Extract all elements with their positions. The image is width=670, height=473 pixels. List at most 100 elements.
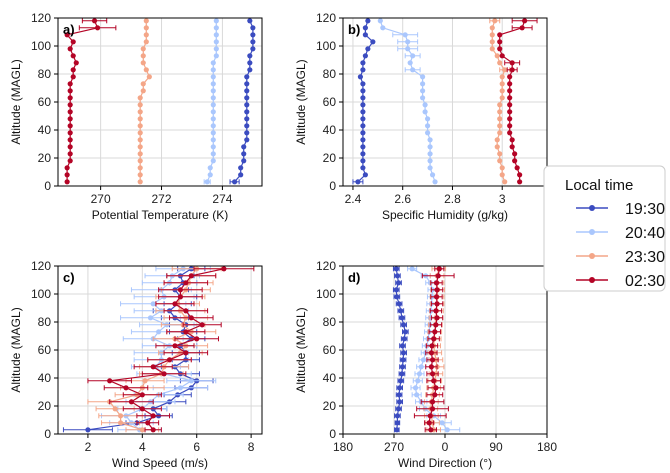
data-point <box>396 301 402 307</box>
y-axis-label: Altitude (MAGL) <box>9 307 23 392</box>
data-point <box>428 427 434 433</box>
data-point <box>360 165 366 171</box>
data-point <box>137 102 143 108</box>
series-19:30 <box>229 18 256 185</box>
data-point <box>507 123 513 129</box>
legend-label-19:30: 19:30 <box>625 201 665 218</box>
data-point <box>402 329 408 335</box>
data-point <box>250 39 256 45</box>
data-point <box>150 364 156 370</box>
data-point <box>394 427 400 433</box>
x-axis-label: Wind Direction (°) <box>398 456 492 470</box>
data-point <box>250 25 256 31</box>
data-point <box>244 74 250 80</box>
panel-label: b) <box>348 22 360 37</box>
data-point <box>435 273 441 279</box>
data-point <box>497 116 503 122</box>
data-point <box>394 294 400 300</box>
data-point <box>497 151 503 157</box>
data-point <box>393 266 399 272</box>
data-point <box>137 172 143 178</box>
data-point <box>426 420 432 426</box>
data-point <box>137 144 143 150</box>
data-point <box>210 116 216 122</box>
data-point <box>360 81 366 87</box>
data-point <box>161 371 167 377</box>
data-point <box>231 179 238 185</box>
data-point <box>502 179 508 185</box>
data-point <box>489 25 495 31</box>
data-point <box>424 130 431 136</box>
data-point <box>112 406 118 412</box>
data-point <box>414 392 420 398</box>
data-point <box>137 151 143 157</box>
data-point <box>143 25 149 31</box>
x-tick-label: 2.6 <box>394 192 411 206</box>
data-point <box>73 60 79 66</box>
data-point <box>67 95 73 101</box>
data-point <box>380 25 386 31</box>
legend: Local time 19:30 20:40 23:30 02:30 <box>543 165 666 292</box>
y-tick-label: 40 <box>38 123 52 137</box>
data-point <box>244 109 250 115</box>
x-tick-label: 4 <box>139 440 146 454</box>
data-point <box>507 116 513 122</box>
data-point <box>360 116 366 122</box>
data-point <box>70 74 76 80</box>
data-point <box>416 371 423 377</box>
data-point <box>137 165 143 171</box>
data-point <box>434 301 440 307</box>
data-point <box>213 32 219 38</box>
data-point <box>415 378 421 384</box>
data-point <box>213 39 219 45</box>
data-point <box>396 392 402 398</box>
data-point <box>360 102 366 108</box>
y-tick-label: 60 <box>323 95 337 109</box>
data-point <box>67 116 73 122</box>
data-point <box>360 144 366 150</box>
data-point <box>128 399 135 405</box>
data-point <box>140 81 146 87</box>
legend-entry: 02:30 <box>576 273 665 290</box>
data-point <box>183 308 189 314</box>
y-tick-label: 0 <box>44 179 51 193</box>
data-point <box>244 81 250 87</box>
data-point <box>362 53 368 59</box>
data-point <box>355 179 361 185</box>
data-point <box>137 95 143 101</box>
y-tick-label: 0 <box>329 427 336 441</box>
data-point <box>429 172 436 178</box>
data-point <box>420 81 426 87</box>
data-point <box>489 32 495 38</box>
legend-entry: 23:30 <box>576 249 665 266</box>
data-point <box>394 273 400 279</box>
data-point <box>357 74 364 80</box>
data-point <box>67 158 73 164</box>
data-point <box>427 137 433 143</box>
data-point <box>422 109 428 115</box>
data-point <box>117 420 124 426</box>
data-point <box>360 88 366 94</box>
data-point <box>247 18 253 24</box>
data-point <box>213 53 219 59</box>
data-point <box>399 315 405 321</box>
data-point <box>433 280 440 286</box>
data-point <box>210 144 216 150</box>
y-tick-label: 100 <box>316 287 336 301</box>
legend-label-23:30: 23:30 <box>625 249 665 266</box>
data-point <box>401 322 407 328</box>
data-point <box>399 343 406 349</box>
data-point <box>509 60 515 66</box>
data-point <box>436 266 442 272</box>
series-02:30 <box>87 266 255 433</box>
series-02:30 <box>497 18 538 185</box>
data-point <box>434 287 440 293</box>
series-20:40 <box>203 18 219 185</box>
data-point <box>360 130 366 136</box>
x-axis-label: Wind Speed (m/s) <box>112 456 208 470</box>
data-point <box>499 81 505 87</box>
data-point <box>64 32 70 38</box>
data-point <box>522 18 528 24</box>
series-23:30 <box>137 18 152 185</box>
